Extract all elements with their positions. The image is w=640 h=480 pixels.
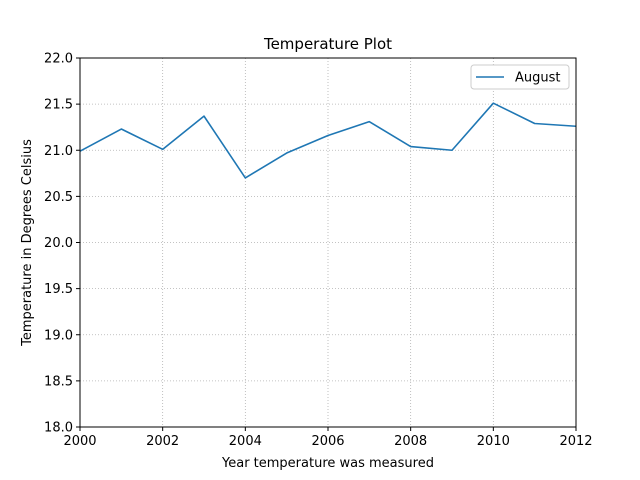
x-tick-label: 2004 — [229, 434, 262, 449]
y-axis-label: Temperature in Degrees Celsius — [20, 139, 35, 347]
ticks: 2000 2002 2004 2006 2008 2010 2012 18.0 18.5 19.0… — [44, 52, 593, 450]
y-tick-label: 18.5 — [44, 374, 73, 389]
y-tick-label: 20.5 — [44, 190, 73, 205]
legend-box — [470, 64, 570, 90]
y-tick-label: 22.0 — [44, 52, 73, 67]
x-tick-label: 2002 — [146, 434, 179, 449]
y-tick-label: 21.5 — [44, 98, 73, 113]
x-tick-label: 2000 — [63, 434, 96, 449]
x-tick-label: 2008 — [394, 434, 427, 449]
legend: August — [470, 64, 570, 90]
x-axis-label: Year temperature was measured — [221, 456, 434, 471]
y-tick-label: 19.0 — [44, 328, 73, 343]
x-tick-label: 2012 — [559, 434, 592, 449]
chart-title: Temperature Plot — [263, 35, 392, 53]
legend-label: August — [515, 71, 561, 86]
y-tick-label: 18.0 — [44, 421, 73, 436]
y-tick-label: 21.0 — [44, 144, 73, 159]
x-tick-label: 2006 — [311, 434, 344, 449]
y-tick-label: 20.0 — [44, 236, 73, 251]
x-tick-label: 2010 — [477, 434, 510, 449]
y-tick-label: 19.5 — [44, 282, 73, 297]
